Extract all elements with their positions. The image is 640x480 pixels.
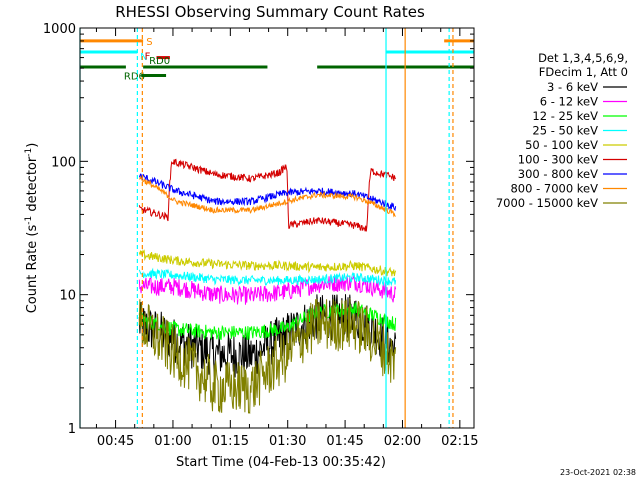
legend-label: 12 - 25 keV bbox=[532, 109, 598, 123]
series-7 bbox=[138, 173, 397, 212]
legend-label: 100 - 300 keV bbox=[518, 153, 598, 167]
series-4 bbox=[138, 267, 397, 287]
series-line bbox=[138, 158, 397, 232]
y-label-sup2: -1 bbox=[24, 148, 34, 157]
plot-frame bbox=[79, 27, 475, 429]
flag-label: S bbox=[146, 37, 152, 48]
flag-label: RD0 bbox=[149, 56, 170, 67]
series-line bbox=[138, 267, 397, 287]
flag-label: RD6 bbox=[124, 72, 145, 83]
x-tick-label: 01:00 bbox=[154, 434, 191, 449]
series-line bbox=[138, 302, 397, 341]
series-2 bbox=[138, 274, 397, 305]
legend-header: FDecim 1, Att 0 bbox=[539, 65, 628, 79]
legend-label: 25 - 50 keV bbox=[532, 124, 598, 138]
x-tick-label: 00:45 bbox=[97, 434, 134, 449]
x-tick-label: 02:15 bbox=[441, 434, 478, 449]
chart-title: RHESSI Observing Summary Count Rates bbox=[115, 3, 425, 21]
y-tick-label: 10 bbox=[59, 289, 76, 304]
flag-label: N bbox=[140, 52, 147, 63]
y-label-mid: detector bbox=[25, 156, 40, 216]
legend: Det 1,3,4,5,6,9,FDecim 1, Att 03 - 6 keV… bbox=[496, 51, 628, 210]
series-5 bbox=[138, 248, 397, 277]
y-tick-label: 1 bbox=[68, 422, 76, 437]
series-line bbox=[138, 294, 397, 378]
y-label-end: ) bbox=[25, 143, 40, 148]
legend-label: 50 - 100 keV bbox=[525, 138, 598, 152]
x-tick-label: 01:45 bbox=[326, 434, 363, 449]
y-label-main: Count Rate (s bbox=[25, 225, 40, 314]
series-9 bbox=[138, 297, 397, 415]
series-line bbox=[139, 175, 396, 218]
series-6 bbox=[138, 158, 397, 232]
x-axis: 00:45 01:00 01:15 01:30 01:45 02:00 02:15 bbox=[95, 28, 479, 449]
series-line bbox=[138, 274, 397, 305]
legend-header: Det 1,3,4,5,6,9, bbox=[538, 51, 628, 65]
x-tick-label: 02:00 bbox=[384, 434, 421, 449]
series-line bbox=[138, 248, 397, 277]
x-tick-label: 01:15 bbox=[212, 434, 249, 449]
series-8 bbox=[139, 175, 396, 218]
x-tick-label: 01:30 bbox=[269, 434, 306, 449]
y-tick-label: 1000 bbox=[43, 22, 76, 37]
legend-label: 800 - 7000 keV bbox=[510, 182, 598, 196]
legend-label: 300 - 800 keV bbox=[518, 167, 598, 181]
y-axis: 1 10 100 1000 bbox=[43, 22, 474, 437]
series-3 bbox=[138, 302, 397, 341]
x-axis-label: Start Time (04-Feb-13 00:35:42) bbox=[176, 455, 386, 470]
series-line bbox=[138, 297, 397, 415]
legend-label: 3 - 6 keV bbox=[547, 80, 598, 94]
timestamp-label: 23-Oct-2021 02:38 bbox=[560, 468, 636, 477]
legend-label: 7000 - 15000 keV bbox=[496, 196, 598, 210]
series-1 bbox=[138, 294, 397, 378]
y-axis-label: Count Rate (s-1 detector-1) bbox=[24, 143, 40, 314]
series-line bbox=[138, 173, 397, 212]
legend-label: 6 - 12 keV bbox=[540, 95, 598, 109]
y-tick-label: 100 bbox=[51, 155, 76, 170]
y-label-sup1: -1 bbox=[24, 216, 34, 225]
flag-label: F bbox=[145, 52, 151, 63]
